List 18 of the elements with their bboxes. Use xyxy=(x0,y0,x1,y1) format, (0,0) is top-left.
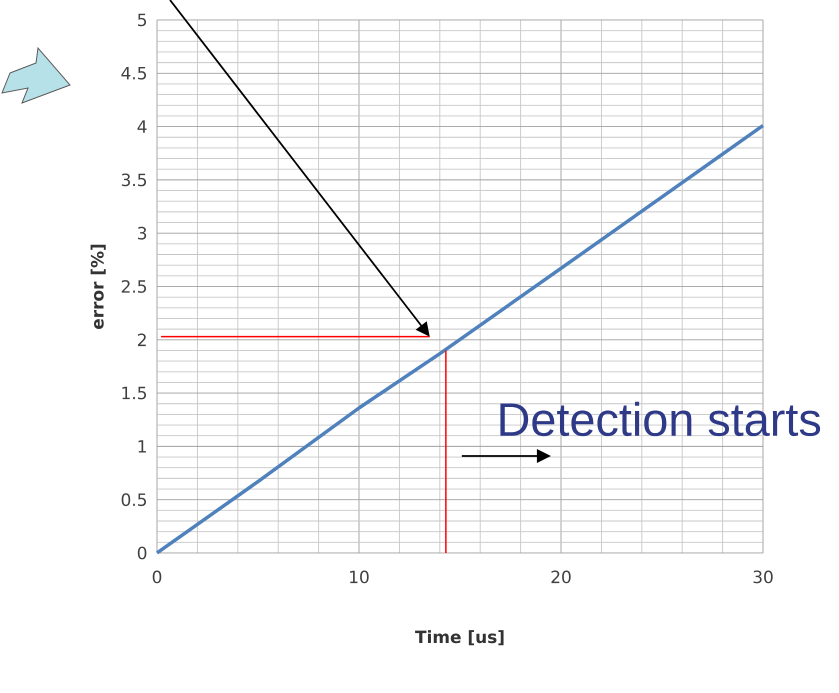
y-tick-label: 0.5 xyxy=(122,493,146,506)
y-axis-title: error [%] xyxy=(90,244,106,330)
y-tick-label: 0 xyxy=(138,546,146,560)
y-tick-label: 4 xyxy=(138,120,147,133)
y-tick-label: 2.5 xyxy=(122,280,146,293)
x-axis-title: Time [us] xyxy=(415,630,504,646)
y-tick-label: 4.5 xyxy=(121,66,146,80)
y-tick-label: 3 xyxy=(138,226,146,240)
x-tick-label: 30 xyxy=(754,570,773,584)
x-tick-label: 20 xyxy=(551,570,571,584)
y-tick-label: 5 xyxy=(138,14,146,26)
y-tick-label: 2 xyxy=(138,333,146,346)
y-tick-label: 1 xyxy=(138,440,146,453)
annotation: Detection starts xyxy=(500,402,820,436)
x-tick-label: 10 xyxy=(350,570,369,584)
y-tick-label: 1.5 xyxy=(122,386,146,400)
x-tick-label: 0 xyxy=(152,570,162,584)
y-tick-label: 3.5 xyxy=(122,173,146,186)
